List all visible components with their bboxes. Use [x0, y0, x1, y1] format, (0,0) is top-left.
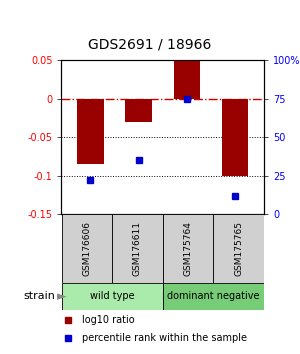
Text: ►: ► — [57, 290, 67, 303]
Bar — [61, 214, 112, 283]
Bar — [163, 283, 264, 310]
Text: dominant negative: dominant negative — [167, 291, 260, 302]
Text: GSM176611: GSM176611 — [133, 221, 142, 276]
Bar — [125, 99, 152, 122]
Bar — [174, 60, 200, 99]
Text: wild type: wild type — [90, 291, 134, 302]
Text: GSM176606: GSM176606 — [82, 221, 91, 276]
Text: strain: strain — [24, 291, 56, 302]
Bar — [163, 214, 213, 283]
Bar — [222, 99, 248, 176]
Text: percentile rank within the sample: percentile rank within the sample — [82, 333, 247, 343]
Text: GDS2691 / 18966: GDS2691 / 18966 — [88, 37, 212, 51]
Text: GSM175764: GSM175764 — [184, 221, 193, 276]
Bar — [61, 283, 163, 310]
Text: GSM175765: GSM175765 — [234, 221, 243, 276]
Bar — [213, 214, 264, 283]
Bar — [77, 99, 104, 164]
Text: log10 ratio: log10 ratio — [82, 315, 134, 325]
Bar — [112, 214, 163, 283]
